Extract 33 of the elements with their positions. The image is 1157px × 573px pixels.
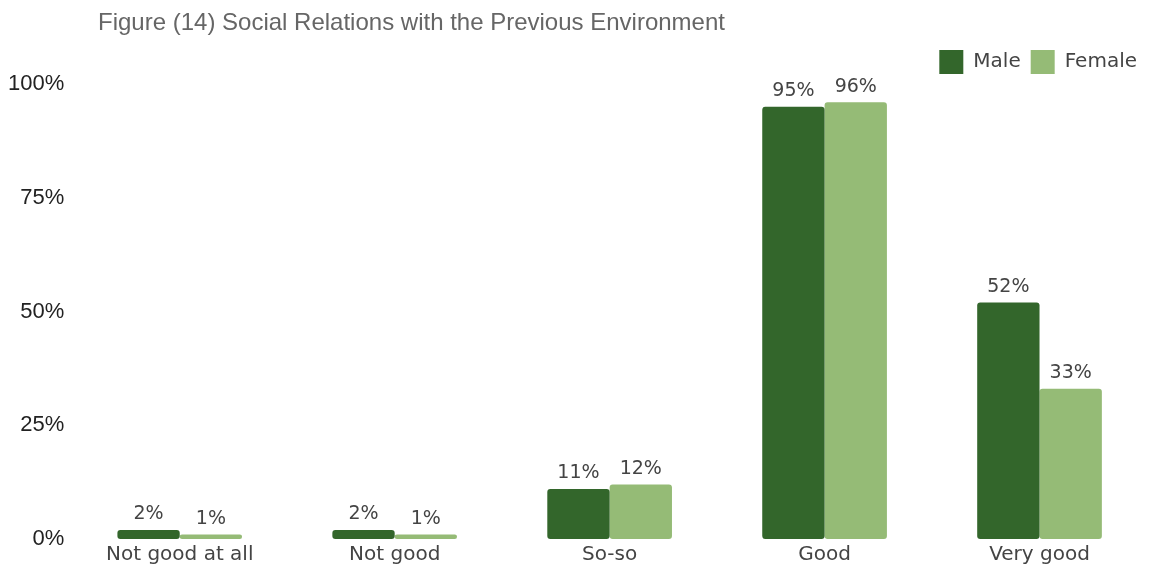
- data-label: 1%: [410, 505, 441, 528]
- data-label: 2%: [133, 501, 164, 524]
- bar: [394, 534, 458, 539]
- bar: [762, 106, 825, 539]
- bar: [117, 529, 180, 539]
- data-label: 2%: [348, 501, 379, 524]
- bar: [1039, 388, 1102, 539]
- data-label: 96%: [834, 73, 877, 96]
- data-label: 11%: [557, 460, 600, 483]
- x-tick-label: So-so: [582, 541, 638, 566]
- data-label: 12%: [619, 455, 662, 478]
- y-tick-label: 75%: [20, 183, 65, 209]
- data-label: 52%: [987, 273, 1030, 296]
- y-tick-label: 100%: [7, 70, 65, 96]
- data-label: 95%: [772, 78, 815, 101]
- bar: [547, 488, 610, 539]
- bar: [332, 529, 395, 539]
- data-label: 33%: [1049, 360, 1092, 383]
- y-tick-label: 0%: [32, 525, 65, 551]
- x-tick-label: Not good: [349, 541, 441, 566]
- y-tick-label: 25%: [20, 411, 65, 437]
- y-tick-label: 50%: [20, 297, 65, 323]
- bar: [977, 302, 1040, 539]
- data-label: 1%: [195, 505, 226, 528]
- legend-label: Male: [973, 48, 1021, 73]
- bar: [609, 484, 672, 539]
- bar: [824, 102, 887, 539]
- x-tick-label: Very good: [989, 541, 1090, 566]
- legend-label: Female: [1064, 48, 1138, 73]
- bar: [179, 534, 243, 539]
- chart-title: Figure (14) Social Relations with the Previous Environment: [98, 8, 725, 36]
- x-tick-label: Good: [798, 541, 851, 566]
- x-tick-label: Not good at all: [106, 541, 254, 566]
